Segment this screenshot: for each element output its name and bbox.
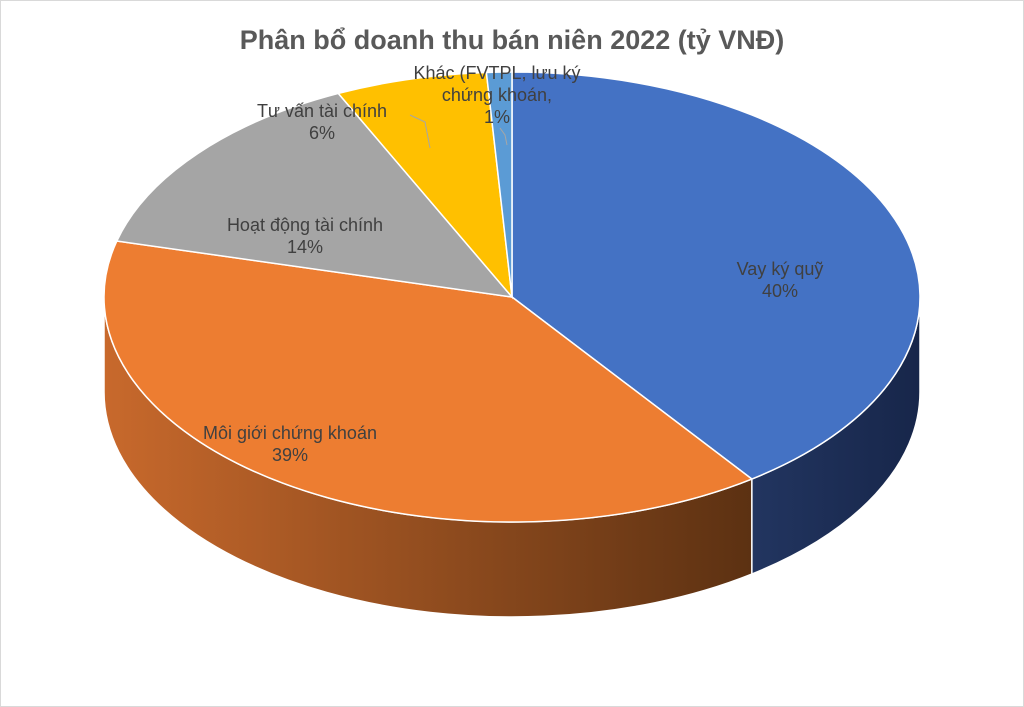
category-label: Vay ký quỹ xyxy=(736,259,824,279)
data-label: Môi giới chứng khoán 39% xyxy=(160,422,420,466)
value-label: 1% xyxy=(483,107,510,127)
category-label: Khác (FVTPL, lưu ký chứng khoán, xyxy=(413,63,581,105)
slice xyxy=(336,71,514,300)
leader-line xyxy=(409,114,431,149)
chart-title: Phân bổ doanh thu bán niên 2022 (tỷ VNĐ) xyxy=(240,25,785,55)
slice xyxy=(511,71,921,480)
data-label: Khác (FVTPL, lưu ký chứng khoán, 1% xyxy=(407,62,587,128)
category-label: Môi giới chứng khoán xyxy=(203,423,377,443)
slice xyxy=(485,71,513,298)
value-label: 6% xyxy=(308,123,335,143)
value-label: 14% xyxy=(286,237,324,257)
category-label: Tư vấn tài chính xyxy=(256,101,388,121)
data-label: Vay ký quỹ 40% xyxy=(680,258,880,302)
data-label: Hoạt động tài chính 14% xyxy=(195,214,415,258)
slice xyxy=(115,92,514,299)
data-label: Tư vấn tài chính 6% xyxy=(222,100,422,144)
category-label: Hoạt động tài chính xyxy=(226,215,384,235)
value-label: 39% xyxy=(271,445,309,465)
leader-line xyxy=(499,127,508,146)
slice xyxy=(103,240,754,523)
value-label: 40% xyxy=(761,281,799,301)
